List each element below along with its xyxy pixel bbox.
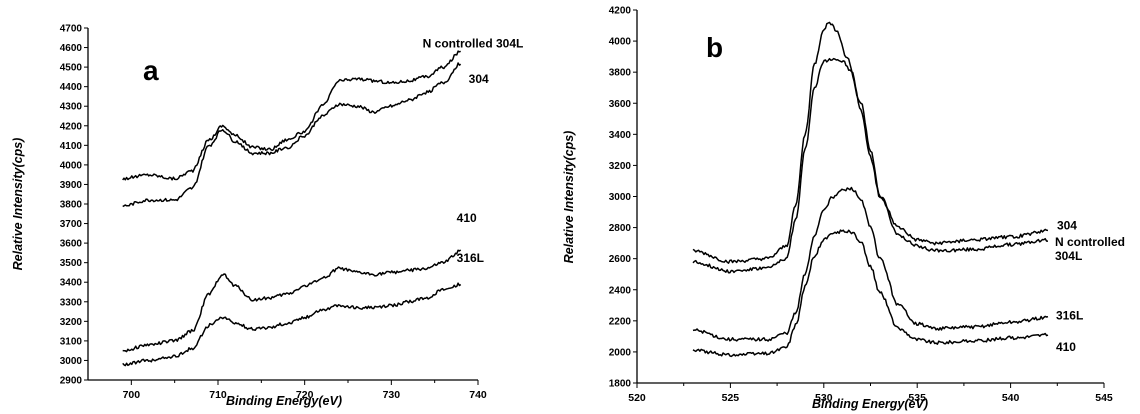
x-tick-label: 525 bbox=[722, 392, 740, 404]
series-line bbox=[122, 282, 462, 367]
x-tick-label: 520 bbox=[628, 392, 646, 404]
series-line bbox=[122, 62, 462, 208]
y-tick-label: 4600 bbox=[60, 43, 83, 54]
y-tick-label: 2800 bbox=[609, 223, 632, 234]
y-tick-label: 4500 bbox=[60, 63, 83, 74]
series-line bbox=[692, 229, 1049, 358]
y-tick-label: 3800 bbox=[609, 68, 632, 79]
y-tick-label: 4400 bbox=[60, 82, 83, 93]
chart-panel-b: 1800 2000 2200 2400 2600 2800 3000 3200 3400 3600… bbox=[562, 6, 1125, 412]
y-tick-label: 4200 bbox=[60, 121, 83, 132]
series-label: 410 bbox=[1056, 340, 1076, 354]
y-tick-label: 3700 bbox=[60, 219, 83, 230]
series-label: 410 bbox=[457, 211, 477, 225]
y-tick-label: 3600 bbox=[60, 239, 83, 250]
panel-letter: a bbox=[143, 55, 159, 86]
y-tick-label: 4300 bbox=[60, 102, 83, 113]
y-tick-label: 3600 bbox=[609, 99, 632, 110]
y-tick-label: 3100 bbox=[60, 336, 83, 347]
y-tick-label: 2200 bbox=[609, 316, 632, 327]
chart-panel-a: 2900 3000 3100 3200 3300 3400 3500 3600 3700 3800… bbox=[11, 24, 523, 409]
series-label: N controlled 304L bbox=[1055, 235, 1125, 263]
x-tick-label: 710 bbox=[209, 389, 227, 401]
y-tick-label: 3200 bbox=[60, 317, 83, 328]
y-tick-label: 3500 bbox=[60, 258, 83, 269]
series-line bbox=[692, 57, 1048, 274]
series-label: 316L bbox=[1056, 309, 1083, 323]
y-axis-title: Relative Intensity(cps) bbox=[11, 138, 25, 271]
x-tick-label: 545 bbox=[1095, 392, 1113, 404]
x-tick-label: 535 bbox=[908, 392, 926, 404]
y-tick-label: 2000 bbox=[609, 347, 632, 358]
x-tick-label: 720 bbox=[296, 389, 314, 401]
y-tick-label: 3400 bbox=[609, 130, 632, 141]
y-tick-label: 3000 bbox=[609, 192, 632, 203]
y-tick-label: 4000 bbox=[60, 160, 83, 171]
y-tick-label: 3300 bbox=[60, 297, 83, 308]
y-tick-label: 3200 bbox=[609, 161, 632, 172]
x-tick-label: 740 bbox=[469, 389, 487, 401]
x-tick-label: 540 bbox=[1002, 392, 1020, 404]
y-tick-label: 2900 bbox=[60, 376, 83, 387]
y-tick-label: 3400 bbox=[60, 278, 83, 289]
y-tick-label: 3900 bbox=[60, 180, 83, 191]
y-tick-label: 3000 bbox=[60, 356, 83, 367]
x-axis-title: Binding Energy(eV) bbox=[226, 394, 342, 408]
series-line bbox=[692, 186, 1049, 342]
series-label: 316L bbox=[457, 251, 484, 265]
y-tick-label: 2600 bbox=[609, 254, 632, 265]
y-axis-title: Relative Intensity(cps) bbox=[562, 131, 576, 264]
series-line bbox=[692, 21, 1049, 264]
x-tick-label: 530 bbox=[815, 392, 833, 404]
series-line bbox=[122, 50, 461, 181]
series-label: 304 bbox=[1057, 219, 1077, 233]
y-tick-label: 4000 bbox=[609, 37, 632, 48]
x-axis-title: Binding Energy(eV) bbox=[812, 397, 928, 411]
y-tick-label: 1800 bbox=[609, 379, 632, 390]
y-tick-label: 4700 bbox=[60, 24, 83, 35]
panel-letter: b bbox=[706, 32, 723, 63]
series-label: N controlled 304L bbox=[423, 36, 524, 50]
x-tick-label: 730 bbox=[383, 389, 401, 401]
series-line bbox=[122, 249, 462, 353]
y-tick-label: 3800 bbox=[60, 200, 83, 211]
series-label: 304 bbox=[469, 72, 489, 86]
y-tick-label: 4100 bbox=[60, 141, 83, 152]
x-tick-label: 700 bbox=[123, 389, 141, 401]
y-tick-label: 2400 bbox=[609, 285, 632, 296]
y-tick-label: 4200 bbox=[609, 6, 632, 17]
